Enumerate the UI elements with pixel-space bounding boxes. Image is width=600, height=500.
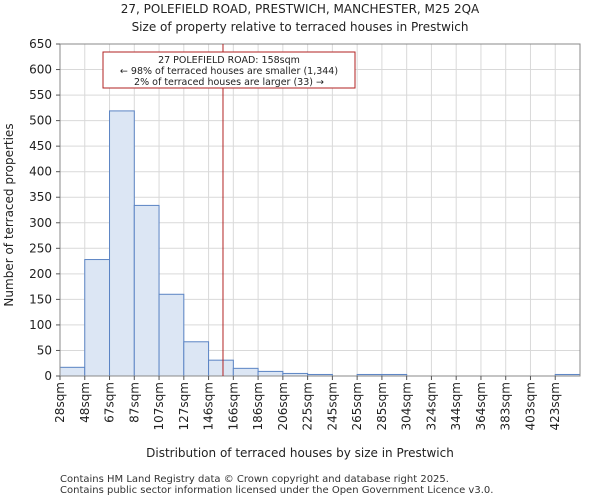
x-tick-label: 107sqm [152,382,166,430]
x-tick-label: 67sqm [103,382,117,423]
x-tick-label: 265sqm [350,382,364,430]
y-tick-label: 250 [29,241,52,255]
x-tick-label: 344sqm [449,382,463,430]
y-tick-label: 450 [29,139,52,153]
bar-146sqm [208,359,234,377]
footer-copyright: Contains HM Land Registry data © Crown c… [60,474,449,485]
x-tick-label: 166sqm [226,382,240,430]
annotation-line: 27 POLEFIELD ROAD: 158sqm [158,55,300,66]
y-tick-label: 550 [29,88,52,102]
footer-licence: Contains public sector information licen… [60,485,494,496]
chart-title: 27, POLEFIELD ROAD, PRESTWICH, MANCHESTE… [121,2,480,16]
x-tick-label: 28sqm [53,382,67,423]
chart-subtitle: Size of property relative to terraced ho… [132,20,469,34]
bar-186sqm [257,370,284,377]
annotation-line: 2% of terraced houses are larger (33) → [134,77,324,88]
x-tick-label: 324sqm [424,382,438,430]
x-tick-label: 87sqm [127,382,141,423]
y-tick-label: 100 [29,318,52,332]
x-tick-label: 423sqm [548,382,562,430]
x-tick-label: 225sqm [301,382,315,430]
y-tick-label: 650 [29,37,52,51]
y-tick-label: 150 [29,292,52,306]
bar-127sqm [183,341,210,377]
x-tick-label: 146sqm [202,382,216,430]
x-tick-label: 48sqm [78,382,92,423]
x-tick-label: 285sqm [375,382,389,430]
x-tick-label: 383sqm [499,382,513,430]
y-tick-label: 300 [29,216,52,230]
x-tick-label: 206sqm [276,382,290,430]
bar-107sqm [158,293,185,377]
y-tick-label: 50 [37,343,52,357]
x-tick-label: 403sqm [523,382,537,430]
plot-area: 0 50 100 150 200 250 300 350 400 450 500 550 600 650 2… [29,37,581,430]
x-tick-label: 245sqm [325,382,339,430]
annotation-box [102,51,356,89]
x-axis-label: Distribution of terraced houses by size … [146,446,454,460]
y-tick-label: 500 [29,114,52,128]
bar-67sqm [109,110,135,377]
bar-166sqm [232,367,259,377]
y-tick-label: 0 [44,369,52,383]
y-tick-label: 200 [29,267,52,281]
bar-28sqm [59,366,86,377]
y-axis-label: Number of terraced properties [2,123,16,306]
x-tick-label: 127sqm [177,382,191,430]
y-tick-label: 600 [29,63,52,77]
plot-frame [59,43,581,377]
y-tick-label: 400 [29,165,52,179]
x-tick-label: 364sqm [474,382,488,430]
y-tick-label: 350 [29,190,52,204]
x-tick-label: 186sqm [251,382,265,430]
bar-48sqm [84,259,111,377]
x-tick-label: 304sqm [400,382,414,430]
annotation-line: ← 98% of terraced houses are smaller (1,… [120,66,338,77]
bar-87sqm [133,204,160,377]
